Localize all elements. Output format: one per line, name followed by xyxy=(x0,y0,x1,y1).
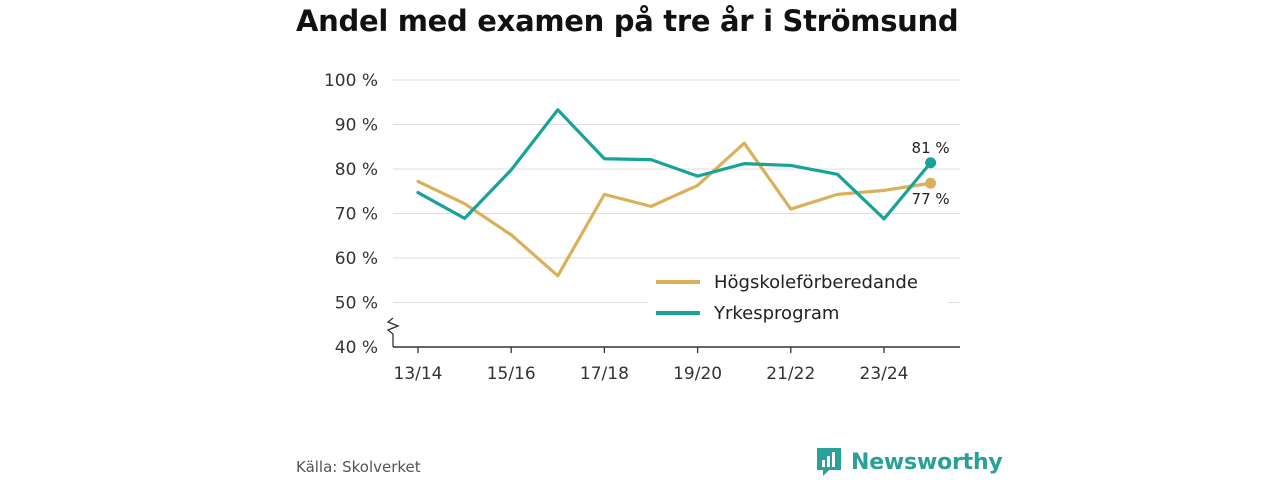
line-chart: 40 % 50 % 60 % 70 % 80 % 90 % 100 % 13/14 15/16… xyxy=(324,71,960,384)
series-lines xyxy=(416,108,937,278)
y-tick-label: 40 % xyxy=(335,338,378,358)
series-line xyxy=(416,141,933,278)
y-axis-tick-labels: 40 % 50 % 60 % 70 % 80 % 90 % 100 % xyxy=(324,71,378,358)
y-tick-label: 80 % xyxy=(335,160,378,180)
legend-label: Yrkesprogram xyxy=(713,303,839,324)
end-labels: 81 % 77 % xyxy=(912,139,950,208)
series-line xyxy=(416,108,933,221)
x-tick-label: 17/18 xyxy=(580,364,629,384)
x-axis-tick-labels: 13/14 15/16 17/18 19/20 21/22 23/24 xyxy=(394,364,909,384)
source-note: Källa: Skolverket xyxy=(296,458,421,476)
series-end-marker xyxy=(925,177,937,189)
x-tick-label: 13/14 xyxy=(394,364,443,384)
end-label-hogskoleforberedande: 77 % xyxy=(912,190,950,208)
newsworthy-logo-icon xyxy=(817,448,841,476)
y-tick-label: 50 % xyxy=(335,294,378,314)
chart-title: Andel med examen på tre år i Strömsund xyxy=(296,4,959,38)
legend-background xyxy=(648,266,948,332)
x-tick-label: 15/16 xyxy=(487,364,536,384)
end-label-yrkesprogram: 81 % xyxy=(912,139,950,157)
y-tick-label: 60 % xyxy=(335,249,378,269)
legend-label: Högskoleförberedande xyxy=(714,272,918,293)
y-tick-label: 90 % xyxy=(335,116,378,136)
y-tick-label: 70 % xyxy=(335,205,378,225)
x-tick-label: 21/22 xyxy=(766,364,815,384)
legend: Högskoleförberedande Yrkesprogram xyxy=(648,266,948,332)
brand-logo: Newsworthy xyxy=(815,446,1003,478)
brand-name: Newsworthy xyxy=(851,449,1003,475)
y-tick-label: 100 % xyxy=(324,71,378,91)
axis-break-icon xyxy=(386,317,400,347)
x-tick-label: 19/20 xyxy=(673,364,722,384)
x-axis xyxy=(386,317,960,353)
x-tick-label: 23/24 xyxy=(860,364,909,384)
series-end-marker xyxy=(925,157,937,169)
